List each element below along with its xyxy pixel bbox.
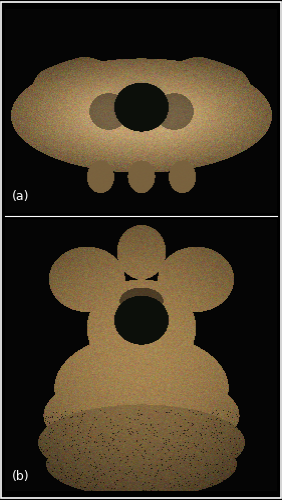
Text: (a): (a): [12, 190, 29, 203]
Text: (b): (b): [12, 470, 30, 483]
